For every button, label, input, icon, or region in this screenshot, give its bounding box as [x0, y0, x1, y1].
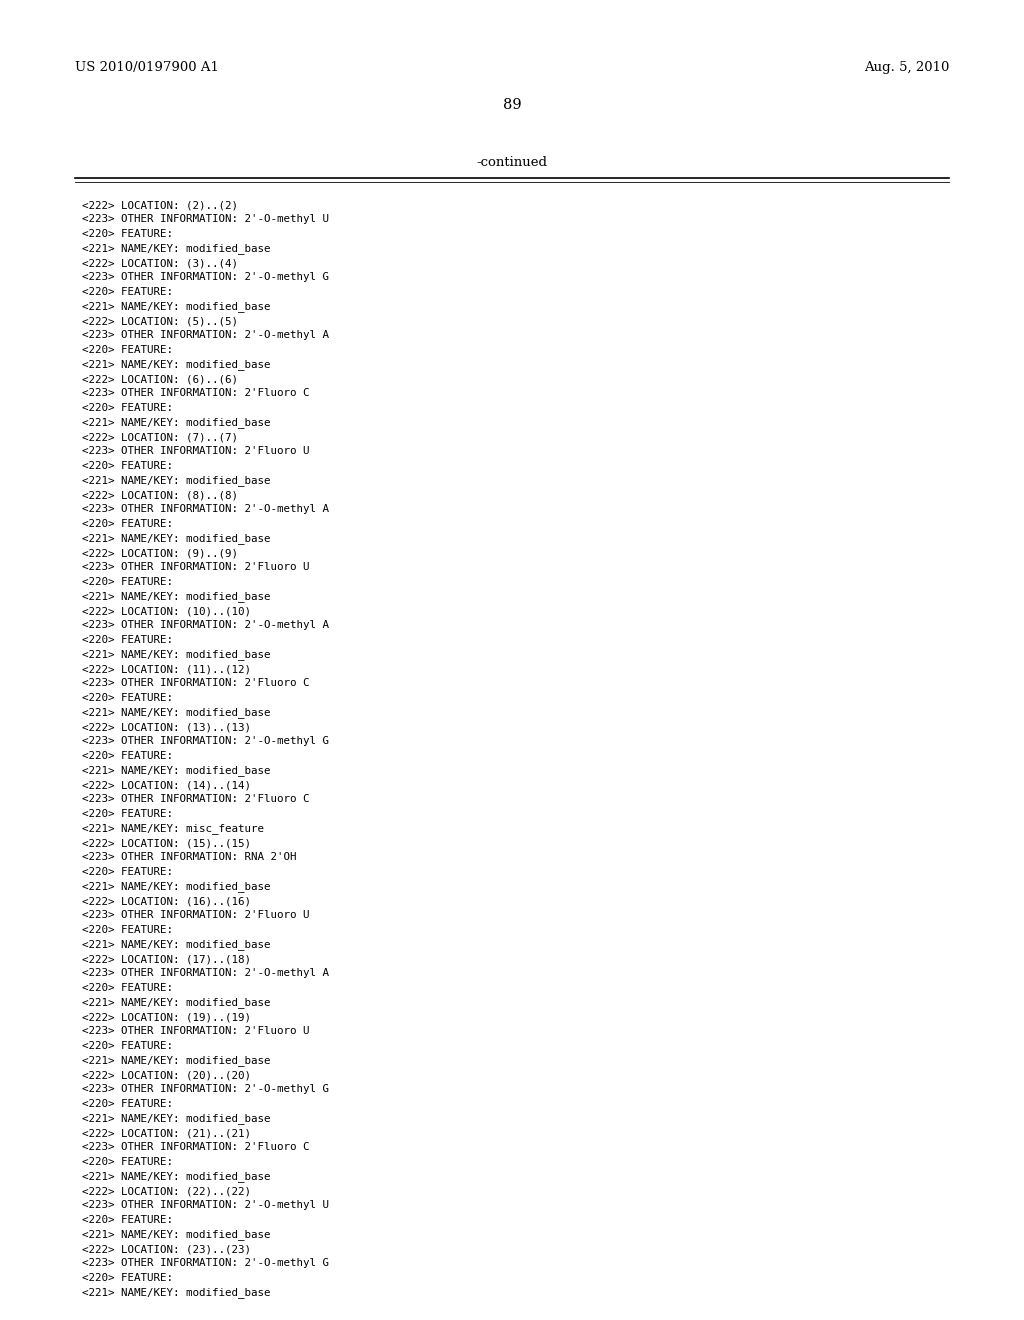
Text: <223> OTHER INFORMATION: 2'Fluoro U: <223> OTHER INFORMATION: 2'Fluoro U [82, 911, 309, 920]
Text: <220> FEATURE:: <220> FEATURE: [82, 577, 173, 587]
Text: <223> OTHER INFORMATION: RNA 2'OH: <223> OTHER INFORMATION: RNA 2'OH [82, 853, 297, 862]
Text: <220> FEATURE:: <220> FEATURE: [82, 519, 173, 529]
Text: <222> LOCATION: (21)..(21): <222> LOCATION: (21)..(21) [82, 1129, 251, 1138]
Text: <223> OTHER INFORMATION: 2'-O-methyl A: <223> OTHER INFORMATION: 2'-O-methyl A [82, 330, 329, 341]
Text: <221> NAME/KEY: modified_base: <221> NAME/KEY: modified_base [82, 1114, 270, 1125]
Text: <220> FEATURE:: <220> FEATURE: [82, 1100, 173, 1109]
Text: <223> OTHER INFORMATION: 2'-O-methyl A: <223> OTHER INFORMATION: 2'-O-methyl A [82, 504, 329, 515]
Text: <223> OTHER INFORMATION: 2'-O-methyl G: <223> OTHER INFORMATION: 2'-O-methyl G [82, 272, 329, 282]
Text: <222> LOCATION: (13)..(13): <222> LOCATION: (13)..(13) [82, 722, 251, 733]
Text: <222> LOCATION: (10)..(10): <222> LOCATION: (10)..(10) [82, 606, 251, 616]
Text: <220> FEATURE:: <220> FEATURE: [82, 461, 173, 471]
Text: <220> FEATURE:: <220> FEATURE: [82, 1272, 173, 1283]
Text: <223> OTHER INFORMATION: 2'Fluoro C: <223> OTHER INFORMATION: 2'Fluoro C [82, 1143, 309, 1152]
Text: <221> NAME/KEY: modified_base: <221> NAME/KEY: modified_base [82, 998, 270, 1008]
Text: <222> LOCATION: (19)..(19): <222> LOCATION: (19)..(19) [82, 1012, 251, 1022]
Text: <220> FEATURE:: <220> FEATURE: [82, 983, 173, 993]
Text: <220> FEATURE:: <220> FEATURE: [82, 228, 173, 239]
Text: <220> FEATURE:: <220> FEATURE: [82, 345, 173, 355]
Text: <222> LOCATION: (23)..(23): <222> LOCATION: (23)..(23) [82, 1243, 251, 1254]
Text: <221> NAME/KEY: misc_feature: <221> NAME/KEY: misc_feature [82, 824, 264, 834]
Text: <221> NAME/KEY: modified_base: <221> NAME/KEY: modified_base [82, 533, 270, 544]
Text: <223> OTHER INFORMATION: 2'-O-methyl A: <223> OTHER INFORMATION: 2'-O-methyl A [82, 620, 329, 631]
Text: <222> LOCATION: (22)..(22): <222> LOCATION: (22)..(22) [82, 1185, 251, 1196]
Text: <220> FEATURE:: <220> FEATURE: [82, 867, 173, 876]
Text: <221> NAME/KEY: modified_base: <221> NAME/KEY: modified_base [82, 1172, 270, 1183]
Text: <221> NAME/KEY: modified_base: <221> NAME/KEY: modified_base [82, 1229, 270, 1241]
Text: <223> OTHER INFORMATION: 2'Fluoro C: <223> OTHER INFORMATION: 2'Fluoro C [82, 795, 309, 804]
Text: <223> OTHER INFORMATION: 2'-O-methyl U: <223> OTHER INFORMATION: 2'-O-methyl U [82, 1200, 329, 1210]
Text: <222> LOCATION: (16)..(16): <222> LOCATION: (16)..(16) [82, 896, 251, 906]
Text: <223> OTHER INFORMATION: 2'Fluoro U: <223> OTHER INFORMATION: 2'Fluoro U [82, 562, 309, 573]
Text: <221> NAME/KEY: modified_base: <221> NAME/KEY: modified_base [82, 1056, 270, 1067]
Text: <222> LOCATION: (11)..(12): <222> LOCATION: (11)..(12) [82, 664, 251, 675]
Text: <221> NAME/KEY: modified_base: <221> NAME/KEY: modified_base [82, 882, 270, 892]
Text: <221> NAME/KEY: modified_base: <221> NAME/KEY: modified_base [82, 359, 270, 371]
Text: <220> FEATURE:: <220> FEATURE: [82, 809, 173, 818]
Text: <223> OTHER INFORMATION: 2'-O-methyl A: <223> OTHER INFORMATION: 2'-O-methyl A [82, 969, 329, 978]
Text: <221> NAME/KEY: modified_base: <221> NAME/KEY: modified_base [82, 475, 270, 486]
Text: <221> NAME/KEY: modified_base: <221> NAME/KEY: modified_base [82, 1287, 270, 1299]
Text: <221> NAME/KEY: modified_base: <221> NAME/KEY: modified_base [82, 940, 270, 950]
Text: <223> OTHER INFORMATION: 2'Fluoro C: <223> OTHER INFORMATION: 2'Fluoro C [82, 678, 309, 689]
Text: <221> NAME/KEY: modified_base: <221> NAME/KEY: modified_base [82, 708, 270, 718]
Text: <222> LOCATION: (3)..(4): <222> LOCATION: (3)..(4) [82, 257, 238, 268]
Text: <220> FEATURE:: <220> FEATURE: [82, 403, 173, 413]
Text: Aug. 5, 2010: Aug. 5, 2010 [863, 62, 949, 74]
Text: <223> OTHER INFORMATION: 2'Fluoro U: <223> OTHER INFORMATION: 2'Fluoro U [82, 446, 309, 457]
Text: US 2010/0197900 A1: US 2010/0197900 A1 [75, 62, 219, 74]
Text: <222> LOCATION: (20)..(20): <222> LOCATION: (20)..(20) [82, 1071, 251, 1080]
Text: <221> NAME/KEY: modified_base: <221> NAME/KEY: modified_base [82, 766, 270, 776]
Text: <220> FEATURE:: <220> FEATURE: [82, 286, 173, 297]
Text: <221> NAME/KEY: modified_base: <221> NAME/KEY: modified_base [82, 591, 270, 602]
Text: <221> NAME/KEY: modified_base: <221> NAME/KEY: modified_base [82, 649, 270, 660]
Text: <223> OTHER INFORMATION: 2'Fluoro C: <223> OTHER INFORMATION: 2'Fluoro C [82, 388, 309, 399]
Text: <222> LOCATION: (5)..(5): <222> LOCATION: (5)..(5) [82, 315, 238, 326]
Text: <222> LOCATION: (9)..(9): <222> LOCATION: (9)..(9) [82, 548, 238, 558]
Text: 89: 89 [503, 98, 521, 112]
Text: <222> LOCATION: (7)..(7): <222> LOCATION: (7)..(7) [82, 432, 238, 442]
Text: <222> LOCATION: (2)..(2): <222> LOCATION: (2)..(2) [82, 201, 238, 210]
Text: <222> LOCATION: (6)..(6): <222> LOCATION: (6)..(6) [82, 374, 238, 384]
Text: <220> FEATURE:: <220> FEATURE: [82, 693, 173, 704]
Text: <223> OTHER INFORMATION: 2'-O-methyl G: <223> OTHER INFORMATION: 2'-O-methyl G [82, 737, 329, 747]
Text: <220> FEATURE:: <220> FEATURE: [82, 1158, 173, 1167]
Text: <221> NAME/KEY: modified_base: <221> NAME/KEY: modified_base [82, 301, 270, 313]
Text: <223> OTHER INFORMATION: 2'-O-methyl G: <223> OTHER INFORMATION: 2'-O-methyl G [82, 1085, 329, 1094]
Text: <221> NAME/KEY: modified_base: <221> NAME/KEY: modified_base [82, 243, 270, 255]
Text: <222> LOCATION: (8)..(8): <222> LOCATION: (8)..(8) [82, 490, 238, 500]
Text: <220> FEATURE:: <220> FEATURE: [82, 1041, 173, 1051]
Text: <220> FEATURE:: <220> FEATURE: [82, 751, 173, 762]
Text: <223> OTHER INFORMATION: 2'Fluoro U: <223> OTHER INFORMATION: 2'Fluoro U [82, 1027, 309, 1036]
Text: <223> OTHER INFORMATION: 2'-O-methyl U: <223> OTHER INFORMATION: 2'-O-methyl U [82, 214, 329, 224]
Text: <222> LOCATION: (15)..(15): <222> LOCATION: (15)..(15) [82, 838, 251, 847]
Text: <222> LOCATION: (14)..(14): <222> LOCATION: (14)..(14) [82, 780, 251, 789]
Text: <220> FEATURE:: <220> FEATURE: [82, 925, 173, 935]
Text: <220> FEATURE:: <220> FEATURE: [82, 635, 173, 645]
Text: -continued: -continued [476, 156, 548, 169]
Text: <222> LOCATION: (17)..(18): <222> LOCATION: (17)..(18) [82, 954, 251, 964]
Text: <223> OTHER INFORMATION: 2'-O-methyl G: <223> OTHER INFORMATION: 2'-O-methyl G [82, 1258, 329, 1269]
Text: <220> FEATURE:: <220> FEATURE: [82, 1214, 173, 1225]
Text: <221> NAME/KEY: modified_base: <221> NAME/KEY: modified_base [82, 417, 270, 429]
